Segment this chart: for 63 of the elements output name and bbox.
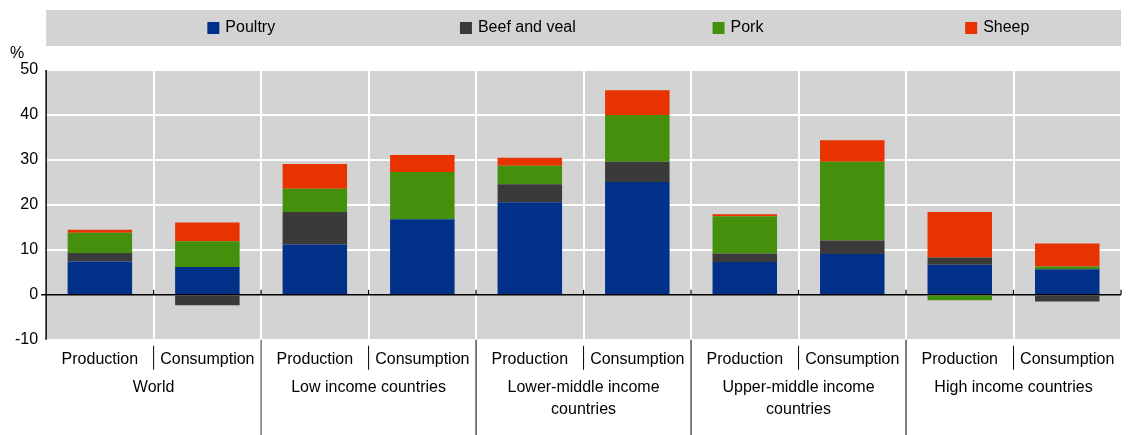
text: World — [132, 378, 175, 396]
x-tick-label: Production — [491, 349, 569, 367]
x-tick-label: Consumption — [1020, 349, 1115, 367]
text: Low income countries — [291, 378, 446, 396]
text: Upper-middle income countries — [722, 378, 875, 418]
bar — [820, 240, 885, 254]
bar — [497, 184, 563, 203]
bar — [67, 232, 133, 254]
bar — [175, 295, 240, 306]
legend-label: Beef and veal — [477, 18, 576, 36]
y-tick-label: 20 — [20, 195, 39, 213]
bar — [605, 90, 670, 115]
bar — [497, 202, 563, 295]
bar — [1035, 269, 1100, 295]
bar — [175, 222, 240, 242]
bar — [820, 140, 885, 162]
bar — [927, 212, 993, 258]
y-tick-label: 0 — [29, 285, 39, 303]
x-tick-label: Production — [276, 349, 354, 367]
x-tick-label: Production — [61, 349, 139, 367]
bar — [390, 219, 455, 295]
text: High income countries — [934, 378, 1093, 396]
y-tick-label: 50 — [20, 60, 39, 78]
bar — [67, 253, 133, 262]
bar — [605, 161, 670, 182]
bar — [175, 266, 240, 295]
bar — [390, 154, 455, 173]
bar — [67, 261, 133, 295]
bar — [605, 114, 670, 162]
y-tick-label: 30 — [20, 150, 39, 168]
x-tick-label: Production — [706, 349, 784, 367]
x-tick-label: Consumption — [805, 349, 900, 367]
bar — [820, 253, 885, 295]
bar — [497, 165, 563, 185]
y-tick-label: 10 — [20, 240, 39, 258]
bar — [1035, 243, 1100, 267]
legend-label: Poultry — [225, 18, 276, 36]
bar — [282, 188, 348, 213]
bar — [175, 241, 240, 267]
x-tick-label: Consumption — [160, 349, 255, 367]
bar — [820, 161, 885, 241]
x-tick-label: Consumption — [375, 349, 470, 367]
legend-label: Sheep — [983, 18, 1030, 36]
x-tick-label: Production — [921, 349, 999, 367]
x-tick-label: Consumption — [590, 349, 685, 367]
text: Lower-middle income countries — [507, 378, 660, 418]
bar — [282, 163, 348, 189]
y-tick-label: 40 — [20, 105, 39, 123]
bar — [497, 157, 563, 166]
bar — [712, 253, 778, 263]
bar — [712, 262, 778, 295]
bar — [282, 244, 348, 295]
bar — [67, 229, 133, 233]
bar — [605, 181, 670, 295]
bar — [282, 212, 348, 245]
bar — [927, 257, 993, 265]
bar — [1035, 295, 1100, 302]
bar — [712, 216, 778, 254]
y-tick-label: -10 — [15, 330, 39, 348]
y-axis-title: % — [10, 44, 25, 62]
bar — [390, 172, 455, 220]
bar — [927, 264, 993, 295]
legend-label: Pork — [730, 18, 765, 36]
